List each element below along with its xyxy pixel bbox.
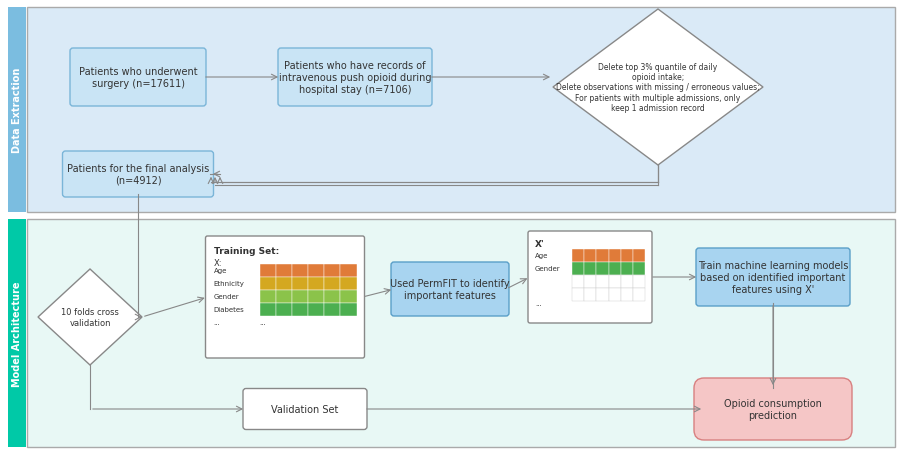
Text: X:: X: — [214, 258, 222, 268]
Bar — [260, 264, 276, 278]
Bar — [27, 8, 895, 212]
FancyBboxPatch shape — [70, 49, 206, 107]
Bar — [584, 275, 596, 288]
Bar — [621, 275, 633, 288]
Bar — [633, 275, 645, 288]
Bar — [260, 290, 276, 303]
Bar — [308, 290, 324, 303]
FancyBboxPatch shape — [391, 263, 509, 316]
Bar — [340, 264, 356, 278]
Bar — [276, 290, 292, 303]
Bar — [308, 303, 324, 316]
FancyBboxPatch shape — [62, 152, 214, 197]
Bar — [584, 249, 596, 263]
Text: 10 folds cross
validation: 10 folds cross validation — [61, 308, 119, 327]
Bar — [324, 278, 340, 290]
Text: Age: Age — [535, 253, 548, 259]
Text: Validation Set: Validation Set — [272, 404, 338, 414]
Text: Opioid consumption
prediction: Opioid consumption prediction — [724, 398, 822, 420]
Bar — [292, 290, 308, 303]
Bar — [340, 303, 356, 316]
FancyBboxPatch shape — [206, 237, 364, 358]
FancyBboxPatch shape — [528, 232, 652, 324]
Bar — [596, 288, 609, 301]
Bar — [308, 264, 324, 278]
Text: Ethnicity: Ethnicity — [214, 281, 244, 287]
Text: X': X' — [535, 239, 545, 248]
Bar — [609, 249, 621, 263]
FancyBboxPatch shape — [278, 49, 432, 107]
Text: Data Extraction: Data Extraction — [12, 67, 22, 152]
Text: Used PermFIT to identify
important features: Used PermFIT to identify important featu… — [391, 278, 510, 300]
Bar — [596, 275, 609, 288]
Polygon shape — [38, 269, 142, 365]
Bar — [276, 264, 292, 278]
Bar — [8, 8, 26, 212]
Bar — [324, 264, 340, 278]
Bar — [572, 275, 584, 288]
Text: Gender: Gender — [535, 266, 561, 272]
FancyBboxPatch shape — [243, 389, 367, 430]
Text: ...: ... — [260, 320, 266, 326]
Bar — [292, 264, 308, 278]
Bar — [633, 288, 645, 301]
Bar — [27, 219, 895, 447]
Bar — [596, 263, 609, 275]
Text: Patients who have records of
intravenous push opioid during
hospital stay (n=710: Patients who have records of intravenous… — [279, 61, 431, 94]
Polygon shape — [553, 10, 763, 166]
Bar — [572, 249, 584, 263]
Bar — [584, 288, 596, 301]
Bar — [260, 303, 276, 316]
Bar — [609, 288, 621, 301]
Bar — [8, 219, 26, 447]
Text: Patients for the final analysis
(n=4912): Patients for the final analysis (n=4912) — [67, 164, 209, 185]
Text: ...: ... — [214, 320, 220, 326]
Bar — [584, 263, 596, 275]
Text: Training Set:: Training Set: — [214, 247, 279, 255]
FancyBboxPatch shape — [696, 248, 850, 306]
Bar — [609, 263, 621, 275]
Text: ...: ... — [535, 301, 542, 307]
Bar — [621, 249, 633, 263]
Text: Train machine learning models
based on identified important
features using X': Train machine learning models based on i… — [698, 261, 848, 294]
Bar — [340, 278, 356, 290]
Bar — [621, 263, 633, 275]
Bar — [260, 278, 276, 290]
Bar — [633, 249, 645, 263]
Text: Delete top 3% quantile of daily
opioid intake;
Delete observations with missing : Delete top 3% quantile of daily opioid i… — [557, 62, 759, 113]
Bar — [621, 288, 633, 301]
Bar — [308, 278, 324, 290]
Bar — [340, 290, 356, 303]
Bar — [292, 278, 308, 290]
Text: Gender: Gender — [214, 294, 239, 300]
Text: Age: Age — [214, 268, 227, 274]
FancyBboxPatch shape — [694, 378, 852, 440]
Bar — [324, 290, 340, 303]
Bar — [596, 249, 609, 263]
Text: Diabetes: Diabetes — [214, 307, 244, 313]
Bar — [572, 263, 584, 275]
Bar — [276, 278, 292, 290]
Bar — [292, 303, 308, 316]
Text: Patients who underwent
surgery (n=17611): Patients who underwent surgery (n=17611) — [78, 67, 198, 89]
Bar — [609, 275, 621, 288]
Bar — [633, 263, 645, 275]
Bar — [276, 303, 292, 316]
Text: Model Architecture: Model Architecture — [12, 281, 22, 386]
Bar — [572, 288, 584, 301]
Bar — [324, 303, 340, 316]
